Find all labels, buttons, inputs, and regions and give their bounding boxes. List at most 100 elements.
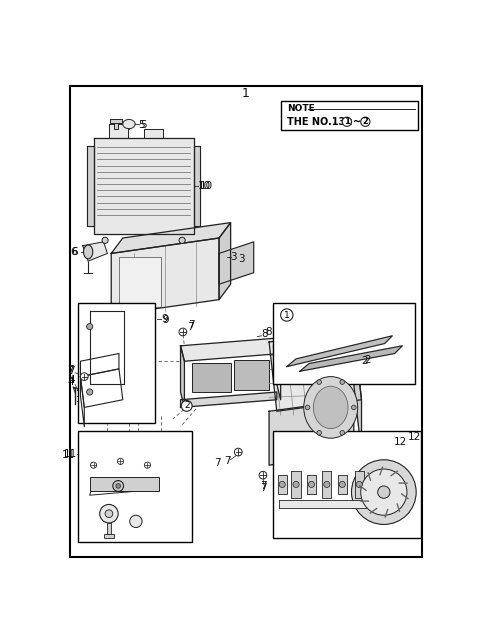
Text: 7: 7 xyxy=(260,481,266,491)
Circle shape xyxy=(179,328,187,336)
Bar xyxy=(273,431,421,538)
Text: 3: 3 xyxy=(238,254,245,264)
Circle shape xyxy=(81,373,88,380)
Bar xyxy=(94,319,120,392)
Text: 8: 8 xyxy=(262,329,268,339)
Bar xyxy=(277,475,287,494)
Polygon shape xyxy=(94,138,193,234)
Circle shape xyxy=(356,481,362,488)
Circle shape xyxy=(179,237,185,244)
Ellipse shape xyxy=(123,120,135,128)
Polygon shape xyxy=(87,146,94,226)
Polygon shape xyxy=(180,338,281,361)
Polygon shape xyxy=(180,346,184,408)
FancyArrowPatch shape xyxy=(397,504,400,512)
Text: 10: 10 xyxy=(198,181,211,191)
Text: 7: 7 xyxy=(187,322,193,331)
Circle shape xyxy=(317,431,322,435)
Bar xyxy=(110,119,122,123)
Text: ~: ~ xyxy=(353,117,361,127)
Circle shape xyxy=(317,380,322,384)
Bar xyxy=(95,354,101,369)
Text: 7: 7 xyxy=(260,483,266,494)
Polygon shape xyxy=(354,331,361,453)
Polygon shape xyxy=(81,377,84,427)
Circle shape xyxy=(361,469,407,515)
Circle shape xyxy=(144,462,151,468)
Polygon shape xyxy=(219,223,230,300)
Circle shape xyxy=(105,510,113,518)
Text: 7: 7 xyxy=(224,456,230,466)
Circle shape xyxy=(118,459,123,464)
Circle shape xyxy=(339,481,345,488)
Text: 5: 5 xyxy=(141,120,147,130)
Text: 2: 2 xyxy=(184,401,190,410)
Bar xyxy=(192,363,230,392)
Text: 2: 2 xyxy=(365,355,371,364)
FancyArrowPatch shape xyxy=(391,471,397,476)
Text: 12: 12 xyxy=(408,432,421,441)
Bar xyxy=(90,477,159,490)
Bar xyxy=(355,471,364,498)
Bar xyxy=(291,471,300,498)
Bar xyxy=(307,475,316,494)
Polygon shape xyxy=(300,346,402,371)
Circle shape xyxy=(86,389,93,395)
Circle shape xyxy=(100,504,118,523)
Polygon shape xyxy=(269,399,354,465)
FancyArrowPatch shape xyxy=(401,494,408,499)
Bar xyxy=(337,475,347,494)
Bar xyxy=(279,500,368,508)
FancyArrowPatch shape xyxy=(368,473,371,480)
Text: 7: 7 xyxy=(69,366,75,377)
Text: 12: 12 xyxy=(394,437,407,447)
Polygon shape xyxy=(269,331,361,411)
Circle shape xyxy=(86,324,93,329)
Text: 7: 7 xyxy=(214,458,221,468)
Bar xyxy=(119,258,161,307)
Text: THE NO.13 :: THE NO.13 : xyxy=(287,117,356,127)
Bar xyxy=(114,121,118,128)
Polygon shape xyxy=(111,223,230,253)
Text: 6: 6 xyxy=(70,247,77,257)
Circle shape xyxy=(293,481,299,488)
Text: 11: 11 xyxy=(63,448,77,459)
Circle shape xyxy=(116,483,120,488)
Bar xyxy=(322,471,332,498)
Polygon shape xyxy=(83,242,108,261)
Bar xyxy=(234,360,269,391)
Ellipse shape xyxy=(84,245,93,259)
Text: 7: 7 xyxy=(67,366,73,375)
Polygon shape xyxy=(81,369,123,408)
Polygon shape xyxy=(277,338,281,399)
Text: 3: 3 xyxy=(230,252,237,262)
Circle shape xyxy=(361,117,370,127)
Polygon shape xyxy=(193,146,200,226)
Text: 4: 4 xyxy=(69,375,75,385)
FancyArrowPatch shape xyxy=(360,485,366,490)
Text: 8: 8 xyxy=(265,327,272,337)
Circle shape xyxy=(279,481,285,488)
Text: 2: 2 xyxy=(362,117,368,127)
Bar xyxy=(273,303,415,384)
Circle shape xyxy=(305,405,310,410)
Polygon shape xyxy=(109,124,128,138)
Circle shape xyxy=(378,486,390,498)
Polygon shape xyxy=(111,238,219,315)
Text: 2: 2 xyxy=(361,356,368,366)
Ellipse shape xyxy=(313,386,348,429)
Polygon shape xyxy=(90,311,124,384)
Text: 10: 10 xyxy=(200,181,213,191)
Text: 1: 1 xyxy=(284,310,290,319)
Text: 7: 7 xyxy=(188,320,195,330)
Bar xyxy=(281,101,418,130)
Circle shape xyxy=(90,462,96,468)
Text: 9: 9 xyxy=(161,314,168,324)
Text: 1: 1 xyxy=(242,86,250,100)
Circle shape xyxy=(351,460,416,525)
Bar xyxy=(104,534,114,538)
Text: 9: 9 xyxy=(163,315,169,324)
Text: NOTE: NOTE xyxy=(287,104,314,113)
FancyArrowPatch shape xyxy=(380,467,383,475)
Polygon shape xyxy=(81,354,119,377)
